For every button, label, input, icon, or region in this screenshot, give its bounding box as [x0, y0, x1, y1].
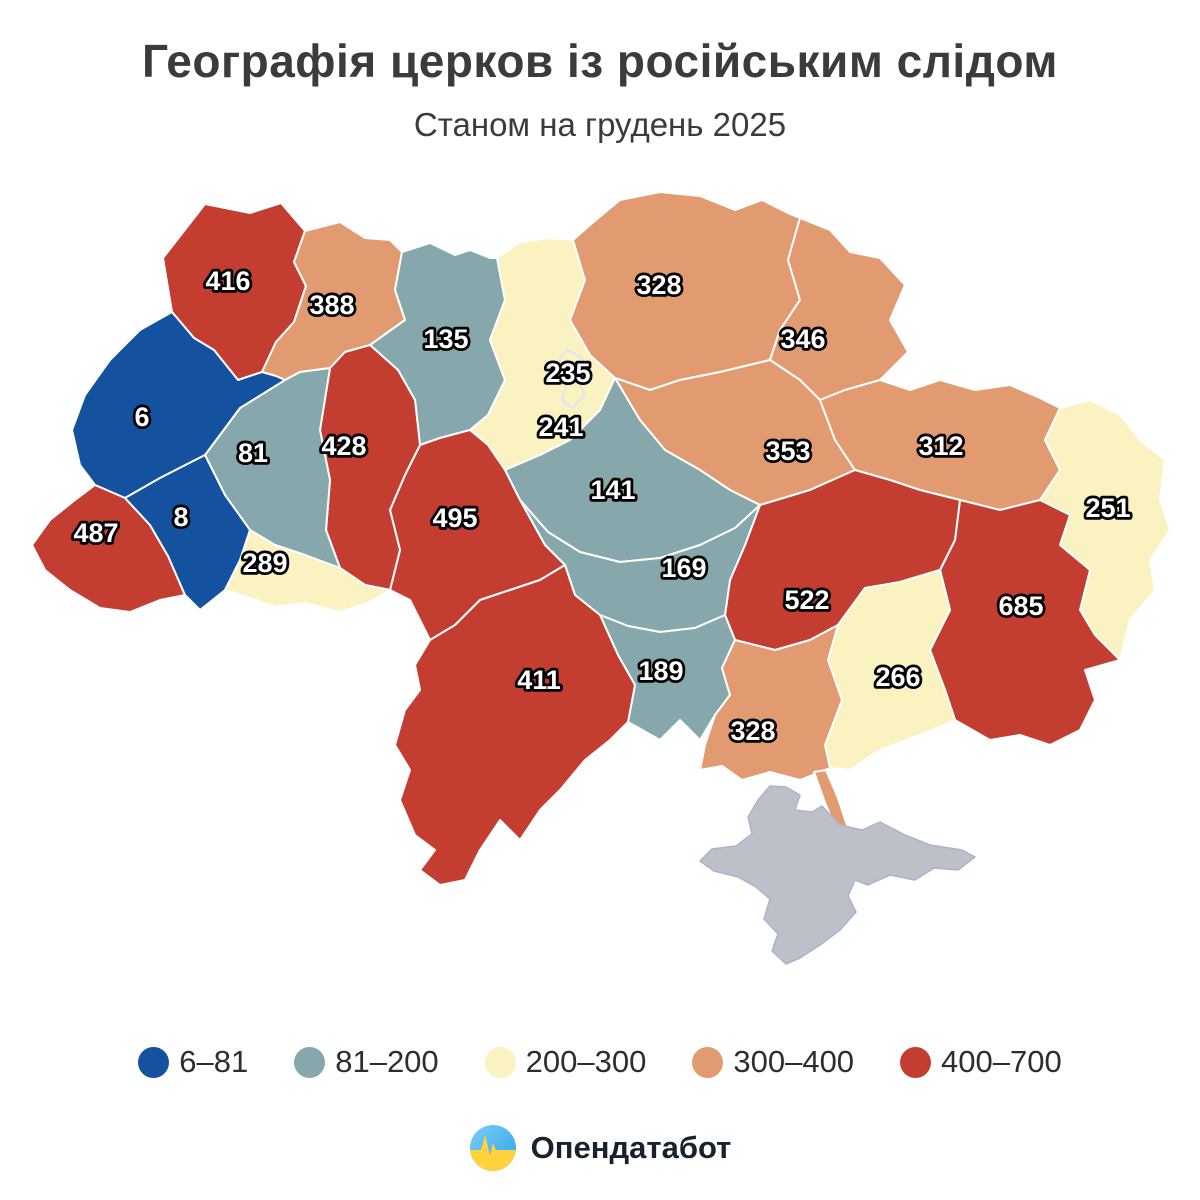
region-value-label: 346 — [780, 324, 825, 354]
region-crimea — [699, 785, 976, 965]
region-value-label: 328 — [730, 716, 775, 746]
legend-color-dot — [484, 1046, 516, 1078]
region-value-label: 428 — [321, 431, 366, 461]
legend-color-dot — [138, 1046, 170, 1078]
region-value-label: 135 — [423, 324, 468, 354]
region-odesa — [394, 564, 636, 886]
region-kyiv-city — [557, 349, 589, 409]
region-value-label: 411 — [517, 665, 561, 695]
legend-color-dot — [692, 1046, 724, 1078]
legend-range-label: 81–200 — [335, 1044, 439, 1079]
region-chernivtsi — [224, 529, 391, 613]
region-value-label: 495 — [432, 503, 477, 533]
page-subtitle: Станом на грудень 2025 — [413, 106, 787, 143]
legend-item: 400–700 — [900, 1044, 1062, 1080]
page-title: Географія церков із російським слідом — [142, 35, 1058, 87]
legend-range-label: 6–81 — [179, 1044, 249, 1079]
legend-item: 300–400 — [692, 1044, 854, 1080]
region-value-label: 6 — [134, 402, 149, 432]
legend-color-dot — [900, 1046, 932, 1078]
logo-text: Опендатабот — [530, 1130, 732, 1165]
region-value-label: 289 — [242, 548, 287, 578]
region-value-label: 8 — [173, 502, 188, 532]
region-value-label: 241 — [538, 412, 583, 442]
legend-range-label: 400–700 — [941, 1044, 1062, 1079]
region-kherson — [699, 624, 843, 781]
legend-color-dot — [294, 1046, 326, 1078]
region-ivano-frankivsk — [124, 454, 251, 611]
region-value-label: 353 — [765, 436, 810, 466]
legend-item: 81–200 — [294, 1044, 439, 1080]
region-value-label: 487 — [73, 518, 118, 548]
region-value-label: 141 — [590, 475, 635, 505]
legend-range-label: 200–300 — [525, 1044, 647, 1079]
region-value-label: 235 — [545, 358, 590, 388]
region-value-label: 81 — [238, 438, 268, 468]
region-value-label: 189 — [638, 656, 683, 686]
region-value-label: 416 — [205, 266, 250, 296]
region-value-label: 251 — [1085, 493, 1130, 523]
legend: 6–81 81–200 200–300 300–400 400–700 — [0, 1044, 1200, 1080]
legend-range-label: 300–400 — [733, 1044, 855, 1079]
map-value-labels: 416 388 135 241 235 328 346 312 251 6 81 428 495 141 3… — [71, 263, 1134, 749]
region-value-label: 312 — [918, 431, 963, 461]
opendatabot-logo-icon — [469, 1125, 516, 1171]
logo: Опендатабот — [0, 1124, 1200, 1172]
map-regions — [31, 191, 1171, 965]
region-value-label: 388 — [309, 290, 354, 320]
region-value-label: 169 — [661, 553, 706, 583]
region-value-label: 266 — [875, 662, 920, 692]
region-value-label: 522 — [784, 585, 829, 615]
legend-item: 6–81 — [138, 1044, 248, 1080]
region-value-label: 685 — [998, 591, 1043, 621]
legend-item: 200–300 — [484, 1044, 647, 1080]
region-value-label: 328 — [636, 270, 681, 300]
